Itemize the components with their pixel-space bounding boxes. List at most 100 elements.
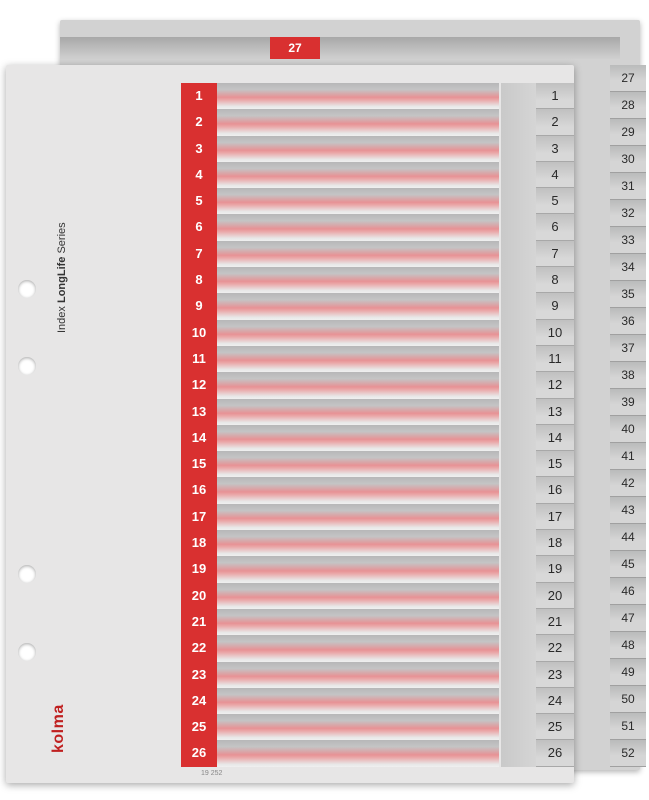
front-tab: 16 [536,477,574,503]
brand-logo: kolma [50,704,68,753]
back-tab: 43 [610,497,646,524]
front-tab: 24 [536,688,574,714]
front-tab: 7 [536,241,574,267]
front-tab: 3 [536,136,574,162]
front-divider-sheet: Index LongLife Series kolma 19 252 12345… [6,65,574,783]
red-number-label: 19 [181,556,217,582]
index-stripe: 17 [181,504,499,530]
punch-hole [18,357,36,375]
front-tab: 1 [536,83,574,109]
red-number-label: 25 [181,714,217,740]
front-tab: 21 [536,609,574,635]
front-tab: 8 [536,267,574,293]
front-tab: 2 [536,109,574,135]
back-side-tabs: 2728293031323334353637383940414243444546… [610,65,646,767]
back-tab: 48 [610,632,646,659]
red-number-label: 23 [181,662,217,688]
index-stripe: 13 [181,399,499,425]
red-number-label: 22 [181,635,217,661]
front-tab: 26 [536,740,574,766]
back-tab: 39 [610,389,646,416]
back-red-number-label: 27 [270,37,320,59]
index-stripe: 25 [181,714,499,740]
front-tab: 19 [536,556,574,582]
index-stripe: 15 [181,451,499,477]
back-tab: 49 [610,659,646,686]
series-label-text: Index LongLife Series [56,222,68,333]
front-tab: 20 [536,583,574,609]
front-tab: 23 [536,662,574,688]
red-number-label: 5 [181,188,217,214]
red-number-label: 3 [181,136,217,162]
back-tab: 52 [610,740,646,767]
front-tab: 18 [536,530,574,556]
tab-backing-strip [501,83,536,767]
index-stripe: 12 [181,372,499,398]
index-stripe: 8 [181,267,499,293]
punch-hole [18,643,36,661]
back-tab: 40 [610,416,646,443]
index-stripe: 4 [181,162,499,188]
red-number-label: 8 [181,267,217,293]
red-number-label: 7 [181,241,217,267]
back-tab: 50 [610,686,646,713]
red-number-label: 6 [181,214,217,240]
front-tab: 14 [536,425,574,451]
front-tab: 10 [536,320,574,346]
index-stripe: 23 [181,662,499,688]
index-stripe: 24 [181,688,499,714]
red-number-label: 9 [181,293,217,319]
red-number-label: 14 [181,425,217,451]
index-stripe: 7 [181,241,499,267]
punch-hole [18,280,36,298]
index-stripe: 14 [181,425,499,451]
red-number-label: 21 [181,609,217,635]
back-tab: 28 [610,92,646,119]
red-number-label: 2 [181,109,217,135]
front-tab: 13 [536,399,574,425]
front-tab: 25 [536,714,574,740]
red-number-label: 26 [181,740,217,766]
front-tab: 5 [536,188,574,214]
red-number-label: 15 [181,451,217,477]
back-top-stripe [60,37,620,59]
front-tab: 6 [536,214,574,240]
front-tab: 15 [536,451,574,477]
index-stripe: 9 [181,293,499,319]
red-number-label: 17 [181,504,217,530]
back-tab: 32 [610,200,646,227]
back-tab: 34 [610,254,646,281]
index-stripe: 22 [181,635,499,661]
red-number-label: 4 [181,162,217,188]
index-stripe: 21 [181,609,499,635]
red-number-label: 13 [181,399,217,425]
index-stripe: 10 [181,320,499,346]
back-tab: 42 [610,470,646,497]
red-number-label: 18 [181,530,217,556]
item-code: 19 252 [201,770,222,777]
index-stripe: 2 [181,109,499,135]
index-stripe: 11 [181,346,499,372]
back-tab: 29 [610,119,646,146]
back-tab: 44 [610,524,646,551]
red-number-label: 1 [181,83,217,109]
back-tab: 35 [610,281,646,308]
front-tab: 9 [536,293,574,319]
back-tab: 47 [610,605,646,632]
back-tab: 45 [610,551,646,578]
red-number-label: 24 [181,688,217,714]
punch-hole [18,565,36,583]
front-tab: 11 [536,346,574,372]
front-side-tabs: 1234567891011121314151617181920212223242… [536,83,574,767]
index-stripe: 5 [181,188,499,214]
back-tab: 51 [610,713,646,740]
index-stripe: 3 [181,136,499,162]
front-tab: 17 [536,504,574,530]
front-tab: 12 [536,372,574,398]
back-tab: 36 [610,308,646,335]
index-stripe: 18 [181,530,499,556]
index-stripe: 16 [181,477,499,503]
index-stripe: 26 [181,740,499,766]
red-number-label: 20 [181,583,217,609]
back-tab: 31 [610,173,646,200]
